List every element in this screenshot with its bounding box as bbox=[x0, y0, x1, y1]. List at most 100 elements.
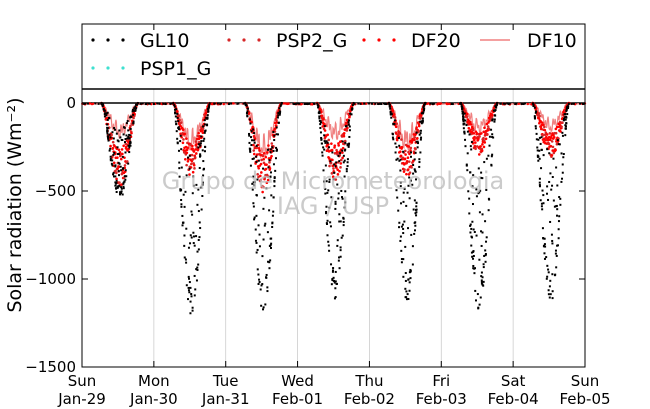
point-GL10 bbox=[547, 293, 550, 296]
point-GL10 bbox=[464, 119, 467, 122]
point-GL10 bbox=[195, 268, 198, 271]
point-GL10 bbox=[463, 132, 466, 135]
point-GL10 bbox=[551, 273, 554, 276]
point-DF20 bbox=[552, 133, 555, 137]
point-GL10 bbox=[472, 254, 475, 257]
point-GL10 bbox=[190, 236, 193, 239]
point-GL10 bbox=[484, 220, 487, 223]
point-GL10 bbox=[330, 283, 333, 286]
point-DF20 bbox=[482, 136, 485, 140]
point-GL10 bbox=[124, 151, 127, 154]
point-DF20 bbox=[561, 121, 564, 124]
point-GL10 bbox=[158, 102, 161, 105]
point-DF20 bbox=[330, 142, 333, 145]
point-GL10 bbox=[292, 102, 295, 105]
point-GL10 bbox=[338, 267, 341, 270]
point-GL10 bbox=[392, 138, 395, 141]
point-GL10 bbox=[478, 211, 481, 214]
point-GL10 bbox=[343, 206, 346, 209]
point-GL10 bbox=[120, 138, 123, 141]
point-GL10 bbox=[123, 141, 126, 144]
point-GL10 bbox=[280, 103, 283, 106]
point-GL10 bbox=[406, 191, 409, 194]
point-GL10 bbox=[203, 137, 206, 140]
point-GL10 bbox=[189, 242, 192, 245]
point-GL10 bbox=[105, 112, 108, 115]
point-GL10 bbox=[546, 264, 549, 267]
point-GL10 bbox=[324, 164, 327, 167]
point-GL10 bbox=[326, 219, 329, 222]
point-GL10 bbox=[129, 127, 132, 130]
point-GL10 bbox=[213, 102, 216, 105]
point-GL10 bbox=[351, 107, 354, 110]
point-DF20 bbox=[186, 159, 190, 163]
point-GL10 bbox=[200, 135, 203, 138]
point-GL10 bbox=[558, 143, 561, 146]
point-GL10 bbox=[306, 102, 309, 105]
point-GL10 bbox=[349, 112, 352, 115]
point-GL10 bbox=[183, 244, 186, 247]
point-GL10 bbox=[542, 194, 545, 197]
point-GL10 bbox=[399, 235, 402, 238]
point-GL10 bbox=[187, 275, 190, 278]
point-GL10 bbox=[463, 130, 466, 133]
point-GL10 bbox=[419, 120, 422, 123]
point-GL10 bbox=[118, 184, 121, 187]
point-GL10 bbox=[199, 227, 202, 230]
point-GL10 bbox=[481, 276, 484, 279]
point-GL10 bbox=[156, 102, 159, 105]
legend-dot-marker bbox=[257, 38, 261, 42]
point-GL10 bbox=[86, 102, 89, 105]
point-GL10 bbox=[565, 109, 568, 112]
point-GL10 bbox=[202, 139, 205, 142]
point-GL10 bbox=[197, 263, 200, 266]
point-GL10 bbox=[481, 213, 484, 216]
point-GL10 bbox=[258, 281, 261, 284]
point-GL10 bbox=[177, 149, 180, 152]
point-DF20 bbox=[550, 153, 554, 157]
point-GL10 bbox=[514, 103, 517, 106]
point-DF20 bbox=[261, 190, 264, 194]
point-GL10 bbox=[332, 267, 335, 270]
point-GL10 bbox=[183, 256, 186, 259]
point-GL10 bbox=[546, 275, 549, 278]
point-GL10 bbox=[415, 205, 418, 208]
point-GL10 bbox=[187, 286, 190, 289]
point-DF20 bbox=[551, 145, 555, 149]
point-GL10 bbox=[399, 239, 402, 242]
point-GL10 bbox=[253, 218, 256, 221]
point-DF20 bbox=[285, 102, 288, 105]
point-GL10 bbox=[401, 223, 404, 226]
point-GL10 bbox=[462, 111, 465, 114]
point-DF20 bbox=[322, 117, 325, 121]
point-GL10 bbox=[348, 129, 351, 132]
point-GL10 bbox=[207, 106, 210, 109]
point-DF20 bbox=[341, 146, 345, 150]
point-DF20 bbox=[486, 133, 489, 136]
point-GL10 bbox=[404, 245, 407, 248]
point-GL10 bbox=[507, 102, 510, 105]
point-DF20 bbox=[183, 132, 187, 136]
point-GL10 bbox=[119, 193, 122, 196]
point-GL10 bbox=[312, 102, 315, 105]
point-GL10 bbox=[190, 293, 193, 296]
point-GL10 bbox=[398, 159, 401, 162]
point-DF20 bbox=[252, 152, 256, 156]
point-GL10 bbox=[419, 129, 422, 132]
point-GL10 bbox=[253, 141, 256, 144]
point-DF20 bbox=[191, 170, 195, 174]
point-DF20 bbox=[130, 131, 133, 135]
point-GL10 bbox=[112, 175, 115, 178]
point-GL10 bbox=[423, 104, 426, 107]
point-GL10 bbox=[472, 250, 475, 253]
axis-ticks: 0−500−1000−1500SunJan-29MonJan-30TueJan-… bbox=[25, 24, 611, 408]
legend-dot-marker bbox=[91, 66, 95, 70]
point-GL10 bbox=[480, 280, 483, 283]
point-GL10 bbox=[338, 256, 341, 259]
x-tick-label-date: Feb-05 bbox=[559, 390, 610, 408]
point-GL10 bbox=[482, 266, 485, 269]
point-GL10 bbox=[248, 134, 251, 137]
point-GL10 bbox=[548, 152, 551, 155]
point-GL10 bbox=[556, 139, 559, 142]
point-GL10 bbox=[485, 240, 488, 243]
